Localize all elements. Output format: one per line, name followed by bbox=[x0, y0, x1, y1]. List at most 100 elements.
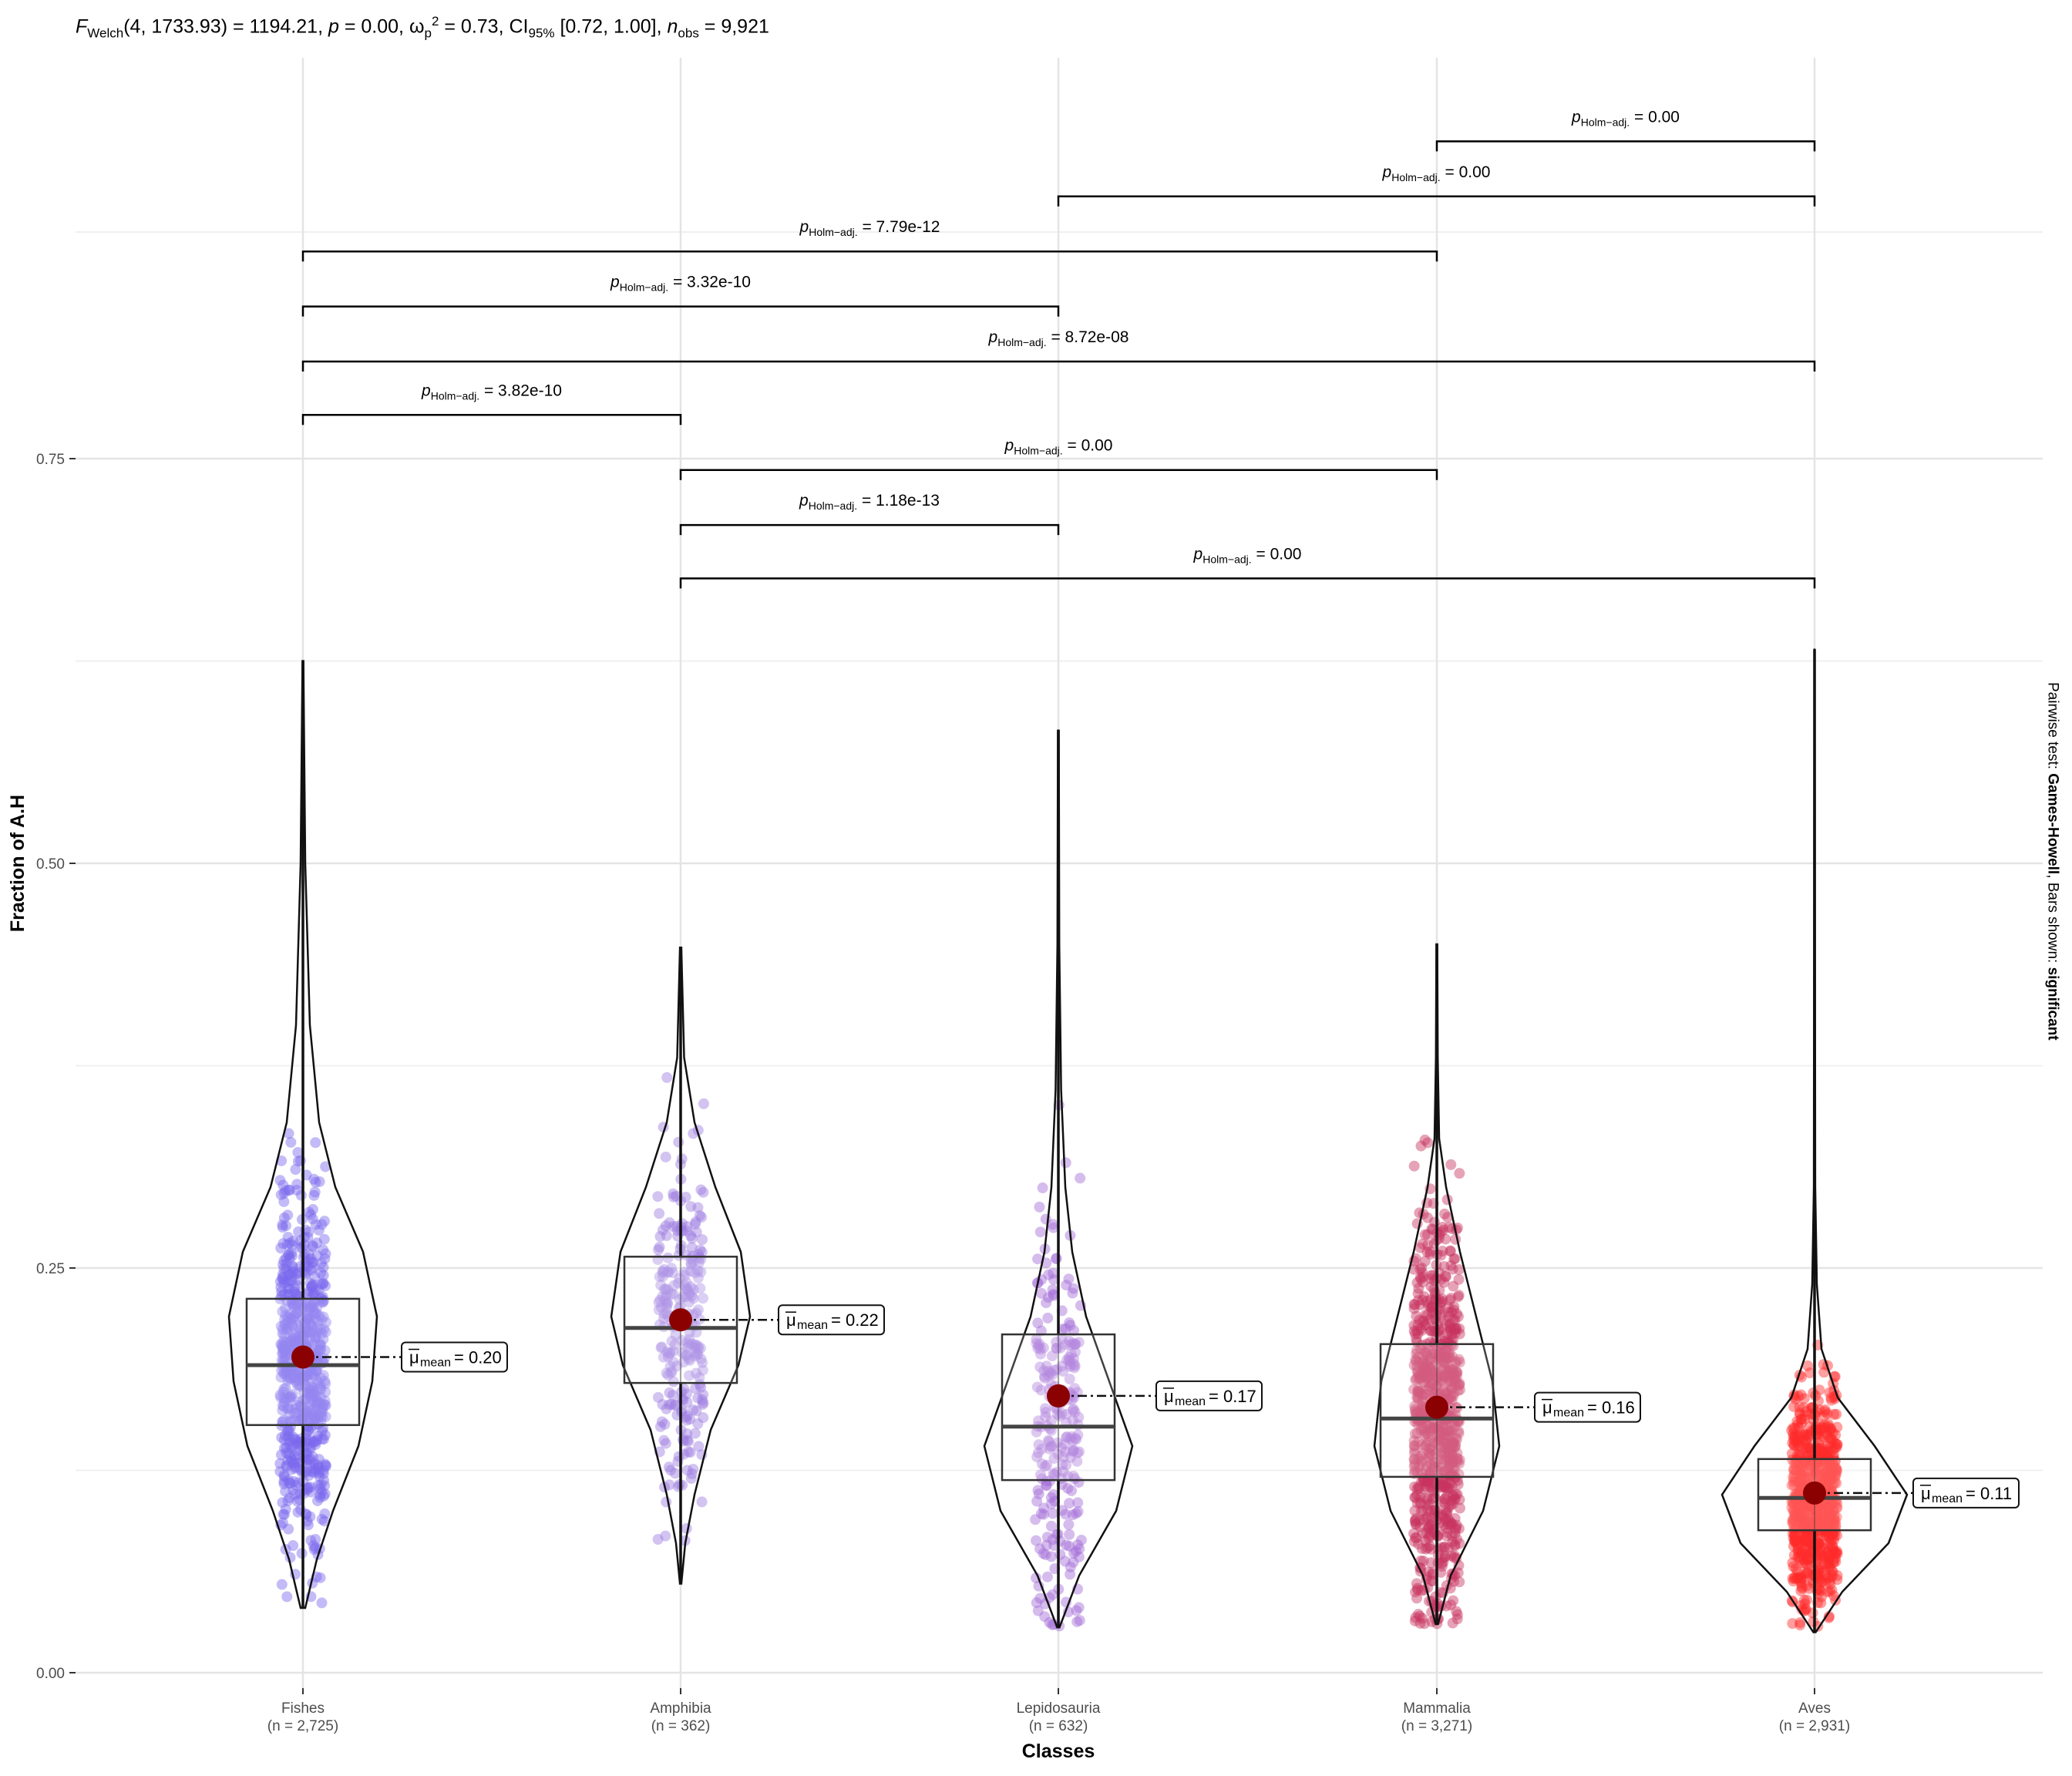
data-point bbox=[275, 1338, 287, 1350]
data-point bbox=[1421, 1419, 1432, 1431]
data-point bbox=[668, 1280, 680, 1291]
data-point bbox=[1438, 1511, 1449, 1522]
data-point bbox=[283, 1276, 294, 1288]
data-point bbox=[654, 1208, 665, 1219]
data-point bbox=[1451, 1456, 1463, 1468]
data-point bbox=[284, 1392, 295, 1404]
data-point bbox=[316, 1513, 328, 1525]
data-point bbox=[287, 1261, 298, 1273]
data-point bbox=[1798, 1514, 1810, 1525]
data-point bbox=[1421, 1461, 1433, 1472]
data-point bbox=[1791, 1465, 1803, 1476]
data-point bbox=[1039, 1372, 1051, 1384]
data-point bbox=[1410, 1374, 1421, 1386]
data-point bbox=[1445, 1454, 1456, 1465]
data-point bbox=[694, 1209, 705, 1221]
data-point bbox=[1041, 1539, 1052, 1551]
data-point bbox=[316, 1433, 328, 1445]
data-point bbox=[1815, 1513, 1826, 1525]
data-point bbox=[303, 1424, 314, 1436]
data-point bbox=[1454, 1576, 1465, 1588]
data-point bbox=[1826, 1473, 1838, 1485]
data-point bbox=[1042, 1435, 1054, 1446]
data-point bbox=[285, 1421, 297, 1432]
data-point bbox=[665, 1398, 677, 1410]
data-point bbox=[681, 1397, 693, 1408]
data-point bbox=[1808, 1517, 1819, 1529]
data-point bbox=[1417, 1527, 1428, 1539]
data-point bbox=[1427, 1422, 1438, 1434]
data-point bbox=[284, 1237, 296, 1249]
data-point bbox=[1453, 1425, 1465, 1437]
data-point bbox=[1432, 1423, 1444, 1435]
data-point bbox=[285, 1464, 297, 1475]
data-point bbox=[668, 1356, 679, 1367]
data-point bbox=[1073, 1337, 1085, 1348]
data-point bbox=[1800, 1514, 1811, 1525]
data-point bbox=[1424, 1519, 1436, 1530]
data-point bbox=[1454, 1538, 1465, 1549]
data-point bbox=[305, 1381, 317, 1392]
data-point bbox=[1422, 1137, 1434, 1149]
data-point bbox=[1452, 1478, 1464, 1490]
data-point bbox=[314, 1344, 326, 1356]
data-point bbox=[292, 1307, 304, 1319]
data-point bbox=[1051, 1343, 1062, 1354]
data-point bbox=[1414, 1386, 1425, 1398]
data-point bbox=[662, 1369, 674, 1381]
data-point bbox=[285, 1441, 297, 1453]
data-point bbox=[1064, 1540, 1075, 1552]
data-point bbox=[1444, 1458, 1455, 1469]
data-point bbox=[1424, 1365, 1436, 1377]
data-point bbox=[1067, 1337, 1078, 1349]
n-symbol: n bbox=[667, 15, 678, 38]
data-point bbox=[1830, 1469, 1842, 1481]
data-point bbox=[1423, 1418, 1435, 1430]
data-point bbox=[1036, 1473, 1048, 1485]
data-point bbox=[287, 1294, 298, 1306]
data-point bbox=[685, 1230, 697, 1242]
data-point bbox=[302, 1314, 314, 1325]
data-point bbox=[1046, 1440, 1058, 1451]
data-point bbox=[318, 1433, 329, 1445]
data-point bbox=[1424, 1448, 1435, 1459]
data-point bbox=[1054, 1410, 1065, 1421]
data-point bbox=[1423, 1447, 1435, 1458]
data-point bbox=[288, 1431, 299, 1443]
data-point bbox=[307, 1213, 318, 1225]
data-point bbox=[289, 1488, 301, 1500]
data-point bbox=[301, 1326, 312, 1337]
data-point bbox=[302, 1326, 314, 1337]
data-point bbox=[1426, 1431, 1438, 1443]
data-point bbox=[681, 1411, 693, 1422]
data-point bbox=[1830, 1516, 1842, 1528]
data-point bbox=[287, 1260, 298, 1272]
data-point bbox=[306, 1257, 318, 1269]
data-point bbox=[1419, 1134, 1431, 1145]
data-point bbox=[283, 1448, 294, 1459]
data-point bbox=[690, 1216, 701, 1228]
data-point bbox=[274, 1276, 286, 1287]
data-point bbox=[1074, 1543, 1085, 1555]
data-point bbox=[1805, 1460, 1816, 1472]
data-point bbox=[1454, 1494, 1465, 1505]
data-point bbox=[280, 1310, 291, 1321]
data-point bbox=[695, 1283, 706, 1294]
data-point bbox=[283, 1283, 294, 1294]
data-point bbox=[1801, 1443, 1813, 1455]
data-point bbox=[1802, 1468, 1814, 1479]
x-tick-n-label: (n = 362) bbox=[651, 1718, 711, 1734]
data-point bbox=[1414, 1373, 1426, 1384]
data-point bbox=[667, 1267, 678, 1279]
data-point bbox=[1072, 1497, 1084, 1509]
data-point bbox=[318, 1311, 329, 1323]
data-point bbox=[1069, 1346, 1081, 1357]
data-point bbox=[314, 1344, 326, 1355]
data-point bbox=[1408, 1384, 1420, 1395]
data-point bbox=[1791, 1501, 1803, 1512]
data-point bbox=[1451, 1356, 1462, 1367]
data-point bbox=[320, 1161, 331, 1172]
data-point bbox=[1447, 1350, 1458, 1362]
data-point bbox=[1438, 1261, 1450, 1273]
data-point bbox=[698, 1397, 709, 1408]
